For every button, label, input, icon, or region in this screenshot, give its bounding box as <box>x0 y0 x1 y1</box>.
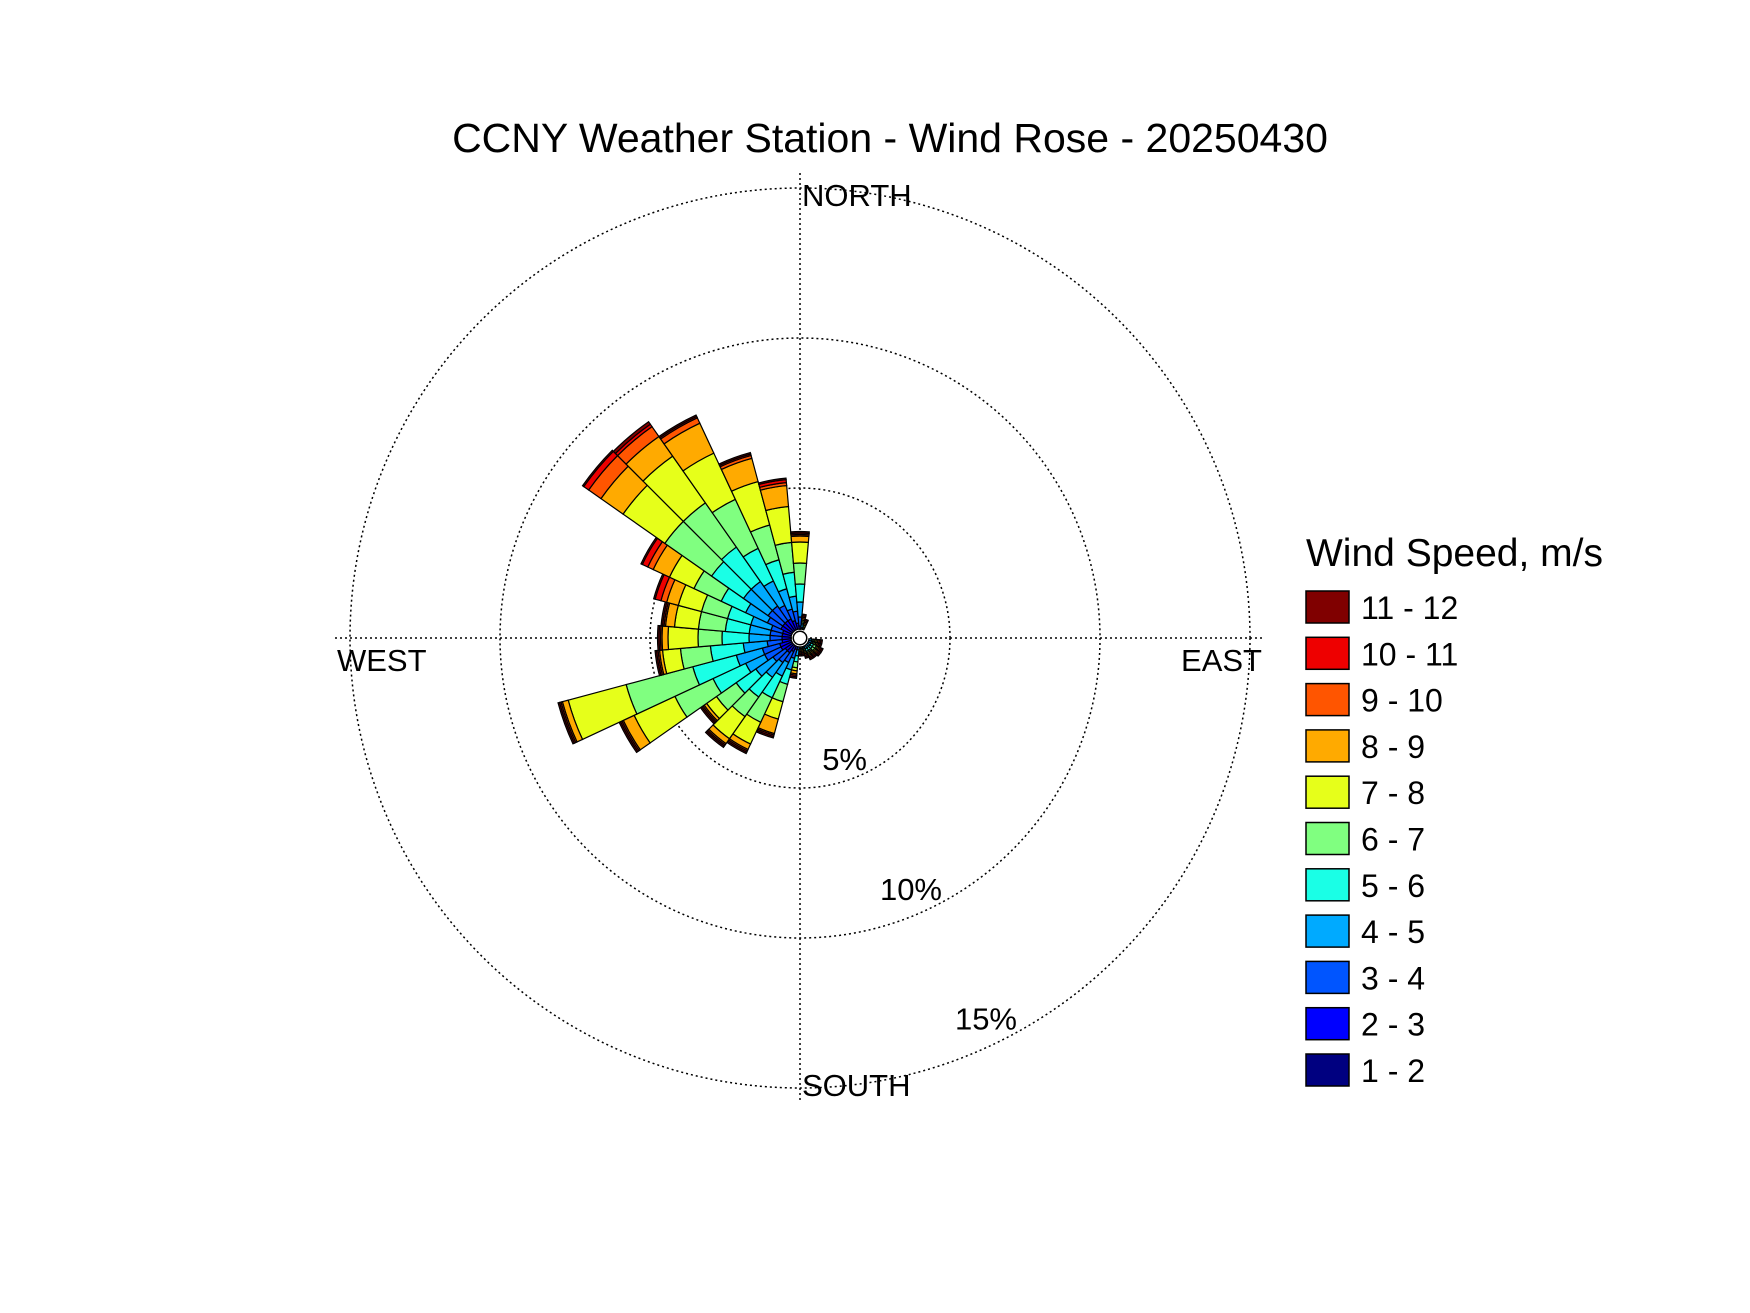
wind-bar-segment-20-bin-10 <box>803 618 810 623</box>
calm-center <box>792 630 808 646</box>
legend-label-1: 10 - 11 <box>1361 636 1458 672</box>
wind-bar-segment-170-bin-10 <box>800 653 806 657</box>
legend-swatch-0 <box>1305 590 1350 624</box>
legend-swatch-1 <box>1305 636 1350 671</box>
legend-label-7: 4 - 5 <box>1361 914 1425 950</box>
legend-label-5: 6 - 7 <box>1361 822 1425 858</box>
axis-labels: NORTH SOUTH WEST EAST 5% 10% 15% <box>337 178 1262 1103</box>
legend-swatch-3 <box>1305 729 1350 763</box>
wind-bar-segment-130-bin-10 <box>816 650 822 657</box>
ring-label-5: 5% <box>822 742 867 777</box>
wind-bar-segment-0-bin-10 <box>790 530 810 535</box>
wind-bar-segment-330-bin-10 <box>658 414 698 439</box>
legend-label-8: 3 - 4 <box>1361 960 1425 996</box>
wind-bar-segment-270-bin-10 <box>656 624 661 652</box>
wind-bar-segment-260-bin-10 <box>654 649 662 677</box>
wind-rose-bars <box>557 414 824 755</box>
legend-label-3: 8 - 9 <box>1361 729 1425 765</box>
legend-swatch-2 <box>1305 682 1350 717</box>
compass-label-west: WEST <box>337 643 427 678</box>
wind-bar-segment-220-bin-10 <box>704 730 726 749</box>
wind-bar-segment-320-bin-10 <box>612 420 652 455</box>
wind-bar-segment-250-bin-10 <box>557 701 576 745</box>
legend: Wind Speed, m/s 11 - 12 10 - 11 9 - 10 8 - … <box>1305 532 1603 1089</box>
wind-bar-segment-350-bin-10 <box>757 477 787 486</box>
wind-bar-segment-0-bin-4 <box>794 583 806 603</box>
legend-swatch-7 <box>1305 914 1350 948</box>
legend-label-4: 7 - 8 <box>1361 775 1425 811</box>
wind-bar-segment-160-bin-10 <box>804 654 810 660</box>
wind-bar-segment-310-bin-10 <box>581 449 615 488</box>
chart-title: CCNY Weather Station - Wind Rose - 20250… <box>452 115 1328 161</box>
legend-swatch-4 <box>1305 775 1350 809</box>
legend-swatch-5 <box>1305 821 1350 856</box>
compass-label-north: NORTH <box>802 178 912 213</box>
wind-bar-segment-10-bin-10 <box>801 613 807 618</box>
legend-items: 11 - 12 10 - 11 9 - 10 8 - 9 7 - 8 6 - 7 5 - 6… <box>1305 590 1458 1089</box>
wind-bar-segment-270-bin-5 <box>697 628 723 648</box>
wind-bar-segment-340-bin-10 <box>718 451 752 467</box>
legend-label-2: 9 - 10 <box>1361 683 1443 719</box>
compass-label-east: EAST <box>1181 643 1262 678</box>
wind-bar-segment-0-bin-5 <box>792 562 808 585</box>
legend-swatch-8 <box>1305 960 1350 995</box>
wind-bar-segment-270-bin-6 <box>667 625 700 651</box>
legend-label-10: 1 - 2 <box>1361 1053 1425 1089</box>
legend-swatch-10 <box>1305 1053 1350 1087</box>
wind-bar-segment-270-bin-7 <box>661 625 670 651</box>
legend-swatch-6 <box>1305 868 1350 902</box>
legend-label-6: 5 - 6 <box>1361 868 1425 904</box>
wind-bar-segment-0-bin-7 <box>790 535 810 544</box>
legend-swatch-9 <box>1305 1006 1350 1041</box>
wind-bar-segment-0-bin-6 <box>790 541 810 564</box>
compass-label-south: SOUTH <box>802 1068 911 1103</box>
wind-bar-segment-150-bin-10 <box>808 655 815 661</box>
legend-label-9: 2 - 3 <box>1361 1007 1425 1043</box>
ring-label-10: 10% <box>880 872 942 907</box>
legend-title: Wind Speed, m/s <box>1306 532 1603 575</box>
legend-label-0: 11 - 12 <box>1361 590 1458 626</box>
ring-label-15: 15% <box>955 1002 1017 1037</box>
